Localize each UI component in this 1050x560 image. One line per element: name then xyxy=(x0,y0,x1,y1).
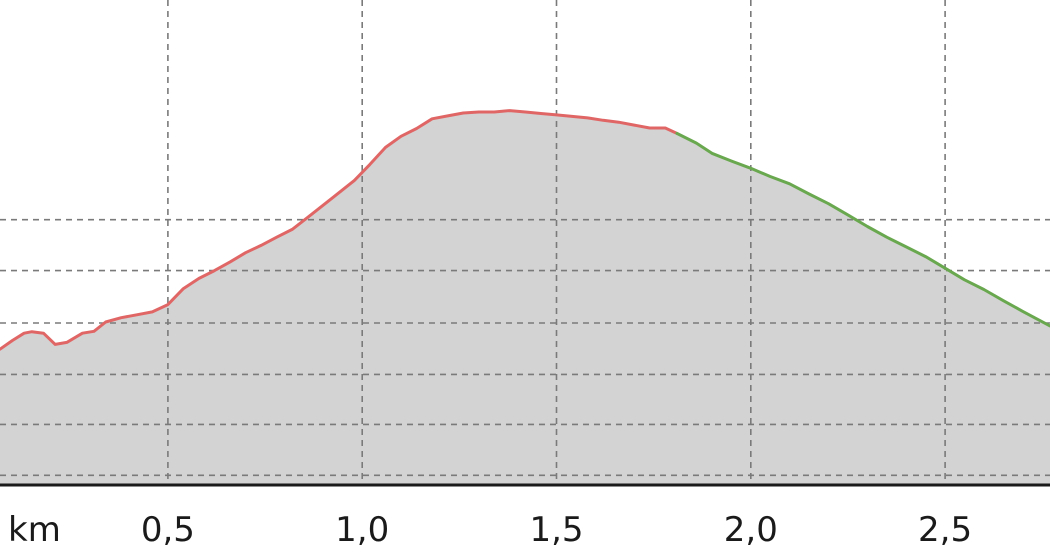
x-tick-label: 1,0 xyxy=(335,510,389,550)
x-axis-unit-label: km xyxy=(8,510,61,550)
x-tick-label: 2,5 xyxy=(918,510,972,550)
x-tick-label: 0,5 xyxy=(141,510,195,550)
grid-layer xyxy=(0,0,1050,485)
profile-segment-2 xyxy=(675,131,1050,328)
series-layer xyxy=(0,109,1050,351)
x-tick-label: 1,5 xyxy=(529,510,583,550)
plot-area xyxy=(0,110,1050,485)
x-tick-label: 2,0 xyxy=(724,510,778,550)
elevation-area-fill xyxy=(0,110,1050,485)
profile-segment-1 xyxy=(0,109,679,351)
x-tick-labels: 0,5 1,0 1,5 2,0 2,5 xyxy=(141,510,972,550)
